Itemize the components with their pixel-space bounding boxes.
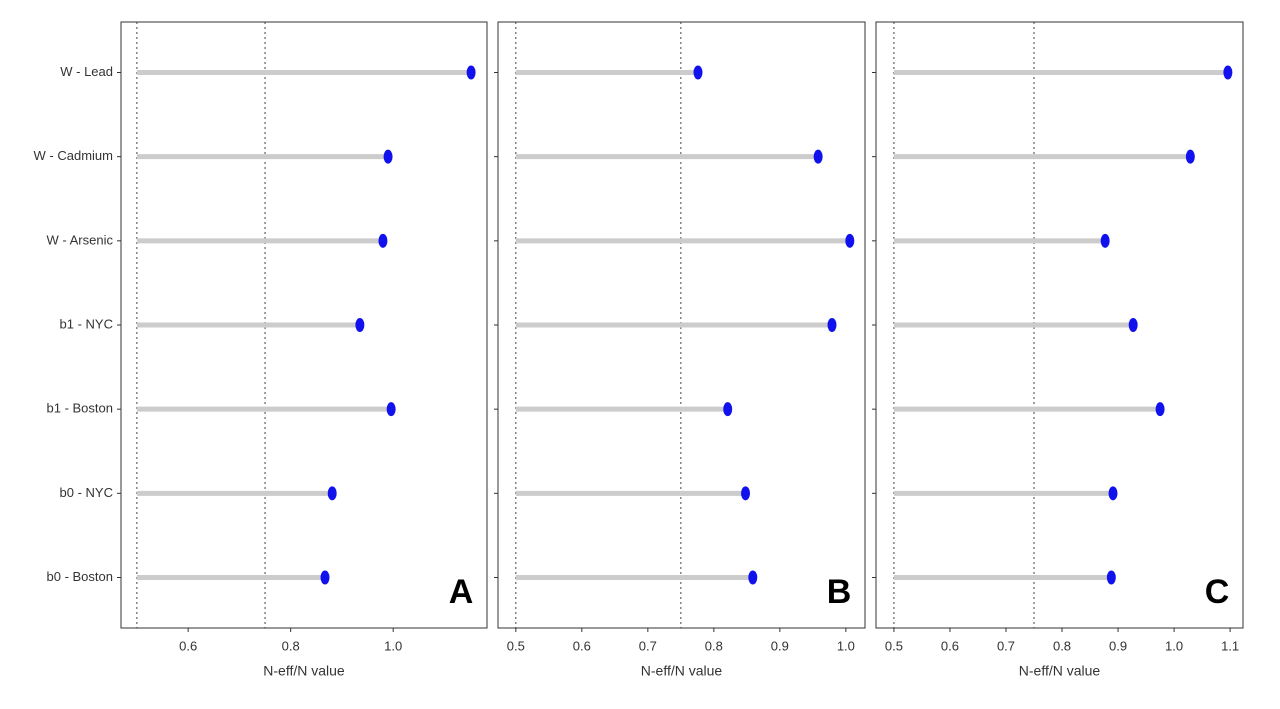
point: [383, 149, 393, 164]
point: [693, 65, 703, 80]
x-tick-label: 1.0: [837, 638, 855, 653]
y-tick-label: b1 - NYC: [60, 316, 113, 331]
x-tick-label: 0.9: [771, 638, 789, 653]
x-axis-label: N-eff/N value: [263, 663, 345, 679]
x-tick-label: 1.1: [1221, 638, 1239, 653]
y-tick-label: W - Lead: [60, 64, 113, 79]
x-tick-label: 0.7: [997, 638, 1015, 653]
point: [1223, 65, 1233, 80]
y-tick-label: b1 - Boston: [47, 401, 114, 416]
x-tick-label: 1.0: [1165, 638, 1183, 653]
point: [378, 233, 388, 248]
panel-label: B: [827, 573, 852, 611]
x-axis-label: N-eff/N value: [1019, 663, 1101, 679]
y-tick-label: W - Arsenic: [47, 232, 114, 247]
point: [827, 318, 837, 332]
x-tick-label: 1.0: [384, 638, 402, 653]
point: [386, 402, 396, 417]
point: [355, 318, 365, 332]
point: [845, 233, 855, 248]
point: [723, 402, 733, 417]
x-tick-label: 0.6: [573, 638, 591, 653]
y-tick-label: b0 - Boston: [47, 569, 114, 584]
y-tick-label: b0 - NYC: [60, 485, 113, 500]
x-tick-label: 0.6: [179, 638, 197, 653]
point: [327, 486, 337, 501]
x-tick-label: 0.5: [885, 638, 903, 653]
x-axis-label: N-eff/N value: [641, 663, 723, 679]
panel-label: A: [449, 573, 474, 611]
point: [1155, 402, 1165, 417]
x-tick-label: 0.6: [941, 638, 959, 653]
point: [1100, 233, 1110, 248]
x-tick-label: 0.7: [639, 638, 657, 653]
point: [813, 149, 823, 164]
x-tick-label: 0.9: [1109, 638, 1127, 653]
x-tick-label: 0.8: [1053, 638, 1071, 653]
point: [1108, 486, 1118, 501]
point: [320, 570, 330, 585]
x-tick-label: 0.8: [705, 638, 723, 653]
point: [466, 65, 476, 80]
panel-label: C: [1205, 573, 1230, 611]
point: [1106, 570, 1116, 585]
x-tick-label: 0.5: [507, 638, 525, 653]
point: [741, 486, 751, 501]
point: [748, 570, 758, 585]
point: [1185, 149, 1195, 164]
point: [1128, 318, 1138, 332]
x-tick-label: 0.8: [282, 638, 300, 653]
y-tick-label: W - Cadmium: [34, 148, 113, 163]
